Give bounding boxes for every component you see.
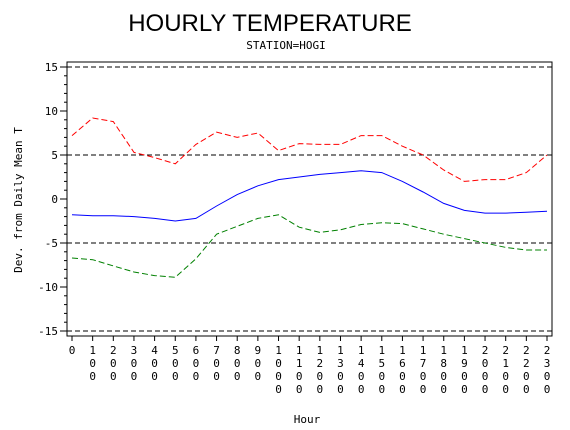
series-line <box>71 214 547 278</box>
chart-title: HOURLY TEMPERATURE <box>128 10 412 37</box>
y-tick-label: -5 <box>45 237 58 250</box>
y-tick-label: 15 <box>45 61 58 74</box>
y-tick-label: -10 <box>38 281 58 294</box>
y-tick-label: -15 <box>38 325 58 338</box>
x-tick-label: 0 <box>69 344 76 357</box>
series-line <box>71 170 548 222</box>
chart-subtitle: STATION=HOGI <box>246 39 325 52</box>
y-tick-label: 0 <box>51 193 58 206</box>
x-axis-label: Hour <box>294 413 321 426</box>
series-line <box>71 117 548 182</box>
y-axis-label: Dev. from Daily Mean T <box>12 127 25 273</box>
plot-frame <box>66 61 553 337</box>
y-tick-label: 10 <box>45 105 58 118</box>
y-tick-label: 5 <box>51 149 58 162</box>
